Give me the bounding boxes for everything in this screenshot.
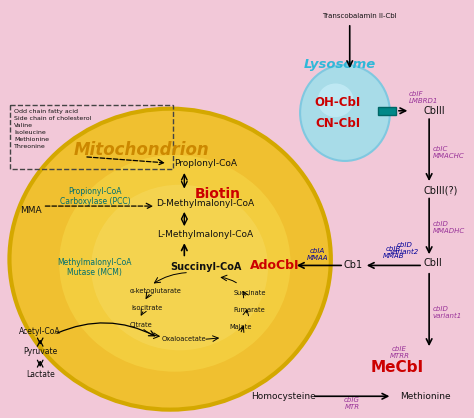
Text: Succinate: Succinate — [233, 290, 266, 296]
Text: cbID
MMADHC: cbID MMADHC — [433, 221, 465, 234]
Text: MMA: MMA — [20, 206, 41, 215]
Text: cbIC
MMACHC: cbIC MMACHC — [433, 146, 465, 159]
Text: Citrate: Citrate — [129, 322, 152, 328]
Text: CbIII: CbIII — [423, 106, 445, 116]
Text: Methionine: Methionine — [400, 392, 451, 401]
Text: Transcobalamin II-CbI: Transcobalamin II-CbI — [322, 13, 396, 19]
Text: Acetyl-CoA: Acetyl-CoA — [19, 326, 61, 336]
Text: cbID
variant2: cbID variant2 — [390, 242, 419, 255]
FancyBboxPatch shape — [378, 107, 396, 115]
Text: cbIG
MTR: cbIG MTR — [344, 397, 360, 410]
Ellipse shape — [300, 65, 390, 161]
Text: Succinyl-CoA: Succinyl-CoA — [170, 262, 241, 272]
Text: MeCbI: MeCbI — [370, 359, 424, 375]
Ellipse shape — [318, 84, 354, 117]
Text: Homocysteine: Homocysteine — [251, 392, 316, 401]
Text: Biotin: Biotin — [194, 187, 240, 201]
Ellipse shape — [91, 185, 268, 350]
Text: CbII: CbII — [423, 257, 442, 268]
Text: cbIE
MTRR: cbIE MTRR — [389, 346, 410, 359]
Text: AdoCbI: AdoCbI — [250, 259, 300, 272]
Text: Mitochondrion: Mitochondrion — [74, 141, 210, 160]
Text: Odd chain fatty acid
Side chain of cholesterol
Valine
Isoleucine
Methionine
Thre: Odd chain fatty acid Side chain of chole… — [14, 109, 91, 149]
Text: cbID
variant1: cbID variant1 — [433, 306, 462, 319]
Text: L-Methylmalonyl-CoA: L-Methylmalonyl-CoA — [157, 230, 254, 240]
Text: Lysosome: Lysosome — [304, 58, 376, 71]
Text: Proplonyl-CoA: Proplonyl-CoA — [174, 159, 237, 168]
Text: cbIA
MMAA: cbIA MMAA — [307, 247, 328, 261]
Text: CbIII(?): CbIII(?) — [423, 185, 458, 195]
Text: Methylmalonyl-CoA
Mutase (MCM): Methylmalonyl-CoA Mutase (MCM) — [57, 258, 132, 277]
Text: Oxaloacetate: Oxaloacetate — [162, 336, 207, 342]
Text: Malate: Malate — [230, 324, 252, 330]
Text: CN-CbI: CN-CbI — [315, 117, 360, 130]
Text: Pyruvate: Pyruvate — [23, 347, 57, 357]
Text: Lactate: Lactate — [26, 370, 55, 380]
Text: Isocitrate: Isocitrate — [131, 305, 162, 311]
Text: Fumarate: Fumarate — [234, 307, 265, 313]
Text: Cb1: Cb1 — [344, 260, 363, 270]
Text: D-Methylmalonyl-CoA: D-Methylmalonyl-CoA — [156, 199, 255, 208]
Text: cbIB
MMAB: cbIB MMAB — [383, 246, 404, 259]
Text: cbIF
LMBRD1: cbIF LMBRD1 — [409, 91, 438, 104]
Ellipse shape — [9, 109, 331, 410]
Ellipse shape — [59, 155, 291, 372]
Text: OH-CbI: OH-CbI — [315, 96, 361, 109]
Text: Propionyl-CoA
Carboxylase (PCC): Propionyl-CoA Carboxylase (PCC) — [60, 187, 131, 206]
Text: α-ketoglutarate: α-ketoglutarate — [130, 288, 182, 293]
